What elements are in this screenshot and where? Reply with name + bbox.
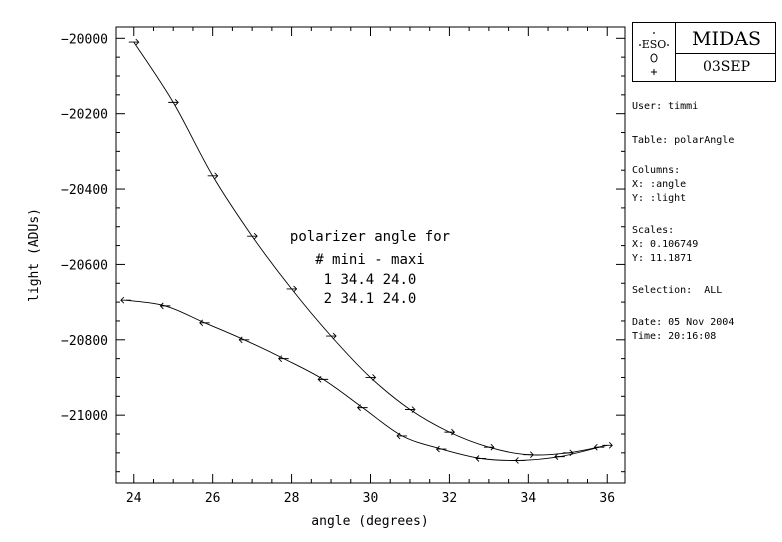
data-point-series-1 xyxy=(523,451,534,459)
data-point-series-1 xyxy=(247,232,258,240)
data-point-series-2 xyxy=(554,453,565,460)
annotation-line-1: polarizer angle for xyxy=(290,229,450,245)
annotation-block: polarizer angle for # mini - maxi 1 34.4… xyxy=(290,229,450,307)
x-tick-label: 32 xyxy=(442,491,458,506)
axis-ticks xyxy=(116,27,625,483)
info-table: Table: polarAngle xyxy=(632,135,735,146)
x-tick-label: 26 xyxy=(205,491,221,506)
y-tick-label: −20600 xyxy=(61,258,108,273)
data-point-series-2 xyxy=(199,319,210,327)
eso-logo-icon: ESO xyxy=(639,32,669,75)
annotation-line-2: # mini - maxi xyxy=(315,252,425,268)
info-scale-y: Y: 11.1871 xyxy=(632,253,693,264)
logo-subtitle: 03SEP xyxy=(702,59,751,75)
data-point-series-1 xyxy=(365,374,377,381)
info-time: Time: 20:16:08 xyxy=(632,331,717,342)
data-point-series-1 xyxy=(444,428,456,436)
y-tick-label: −20800 xyxy=(61,334,108,349)
y-tick-label: −20400 xyxy=(61,183,108,198)
info-selection: Selection: ALL xyxy=(632,285,723,296)
info-columns-label: Columns: xyxy=(632,165,681,176)
data-point-series-1 xyxy=(168,99,179,106)
data-point-series-1 xyxy=(207,172,219,180)
x-axis-label: angle (degrees) xyxy=(311,514,428,529)
tick-labels: 24 26 28 30 32 34 36 −20000 −20200 −20400 −20600 −2… xyxy=(61,32,615,506)
data-point-series-1 xyxy=(326,332,337,340)
x-tick-label: 28 xyxy=(284,491,300,506)
data-point-series-1 xyxy=(562,449,574,457)
x-tick-label: 36 xyxy=(599,491,615,506)
eso-logo-text: ESO xyxy=(642,38,667,51)
info-column-y: Y: :light xyxy=(632,193,687,204)
annotation-line-3: 1 34.4 24.0 xyxy=(324,272,417,288)
x-tick-label: 30 xyxy=(363,491,379,506)
info-date: Date: 05 Nov 2004 xyxy=(632,317,735,328)
y-tick-label: −20200 xyxy=(61,108,108,123)
x-tick-label: 34 xyxy=(521,491,537,506)
data-point-series-2 xyxy=(317,376,329,383)
data-point-series-1 xyxy=(483,443,495,451)
fit-curve-1 xyxy=(133,41,608,456)
data-point-series-2 xyxy=(238,336,250,344)
info-scale-x: X: 0.106749 xyxy=(632,239,699,250)
data-point-series-2 xyxy=(278,355,289,362)
logo-title: MIDAS xyxy=(692,28,761,50)
data-point-series-2 xyxy=(356,404,368,411)
data-point-series-1 xyxy=(602,441,613,449)
x-tick-label: 24 xyxy=(126,491,142,506)
info-column-x: X: :angle xyxy=(632,179,687,190)
info-user: User: timmi xyxy=(632,101,699,112)
data-point-series-2 xyxy=(435,445,447,453)
y-tick-label: −21000 xyxy=(61,409,108,424)
data-point-series-2 xyxy=(593,443,605,451)
data-point-series-2 xyxy=(396,432,408,440)
midas-logo-box: ESO MIDAS 03SEP xyxy=(632,22,776,82)
y-axis-label: light (ADUs) xyxy=(27,208,42,302)
data-point-series-1 xyxy=(404,406,416,413)
data-point-series-2 xyxy=(514,457,526,464)
data-point-series-2 xyxy=(120,296,131,304)
data-markers xyxy=(120,38,613,464)
annotation-line-4: 2 34.1 24.0 xyxy=(324,291,417,307)
data-point-series-2 xyxy=(159,302,171,310)
y-tick-label: −20000 xyxy=(61,32,108,47)
data-point-series-2 xyxy=(475,455,486,462)
data-point-series-1 xyxy=(286,285,298,293)
data-point-series-1 xyxy=(128,38,140,46)
info-scales-label: Scales: xyxy=(632,225,675,236)
fit-curve-2 xyxy=(125,299,600,461)
